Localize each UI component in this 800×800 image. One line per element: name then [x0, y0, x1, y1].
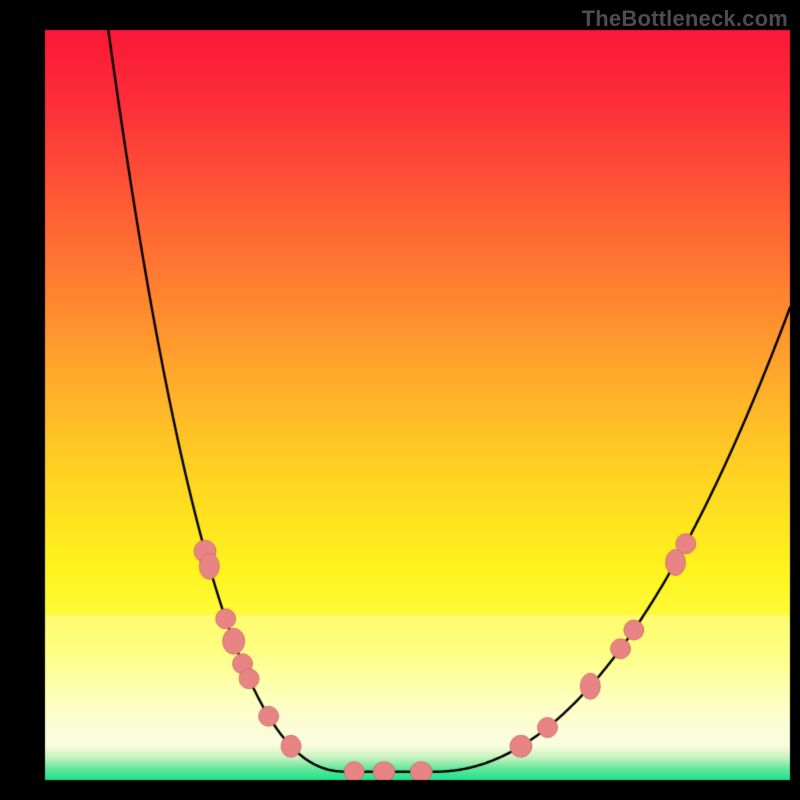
bottleneck-chart [0, 0, 800, 800]
watermark-text: TheBottleneck.com [582, 6, 788, 32]
